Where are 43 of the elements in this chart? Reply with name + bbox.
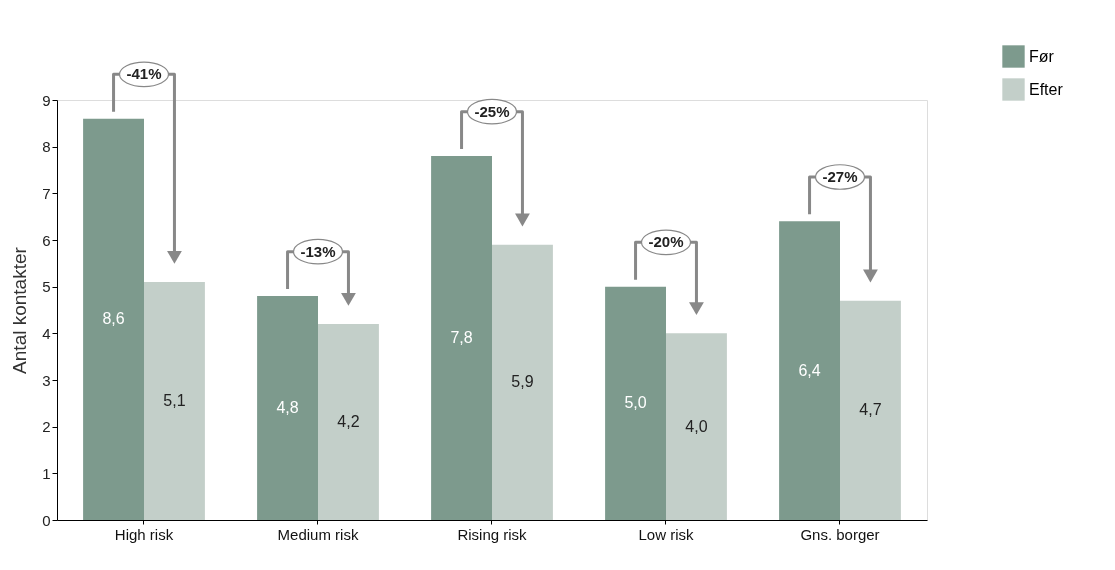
data-label: 5,9 (511, 373, 534, 391)
bar (318, 324, 379, 520)
y-tick-label: 5 (42, 278, 51, 296)
bar (83, 118, 144, 520)
y-tick-label: 1 (42, 464, 51, 482)
data-label: 4,7 (859, 401, 882, 419)
legend-label: Før (1029, 47, 1055, 65)
bar (492, 244, 553, 520)
annotation: -13% (300, 242, 336, 260)
data-label: 4,2 (337, 413, 360, 430)
bar (605, 286, 666, 520)
x-tick-label: Medium risk (277, 525, 359, 543)
y-axis-title: Antal kontakter (9, 246, 31, 374)
bar (144, 282, 205, 520)
data-label: 5,1 (163, 392, 186, 409)
data-label: 5,0 (624, 394, 647, 412)
annotation: -41% (126, 65, 162, 83)
bar (431, 156, 492, 520)
bar (779, 221, 840, 520)
annotation: -25% (474, 102, 510, 120)
data-label: 4,8 (276, 399, 299, 416)
y-tick-label: 4 (42, 324, 51, 342)
annotation: -27% (822, 168, 858, 185)
legend-label: Efter (1029, 80, 1064, 98)
y-tick-label: 9 (42, 91, 51, 109)
annotation: -20% (648, 233, 684, 251)
y-tick-label: 2 (42, 418, 51, 436)
x-tick-label: Gns. borger (800, 525, 880, 543)
bar (840, 300, 901, 520)
x-tick-label: Rising risk (457, 525, 528, 543)
data-label: 8,6 (102, 310, 125, 328)
y-tick-label: 0 (42, 511, 51, 529)
y-tick-label: 8 (42, 138, 51, 156)
data-label: 4,0 (685, 417, 708, 435)
y-tick-label: 6 (42, 231, 51, 249)
y-tick-label: 3 (42, 371, 51, 389)
data-label: 7,8 (450, 329, 473, 346)
bar (257, 296, 318, 520)
data-label: 6,4 (798, 361, 821, 379)
x-tick-label: High risk (114, 525, 174, 543)
bar (666, 333, 727, 520)
y-tick-label: 7 (42, 184, 51, 202)
x-tick-label: Low risk (638, 525, 694, 543)
